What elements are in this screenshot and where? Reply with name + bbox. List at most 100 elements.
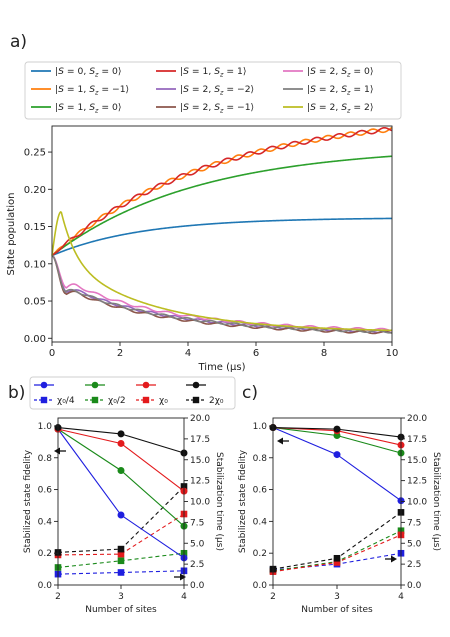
x-tick-label: 4 <box>398 592 404 602</box>
y2-tick-label: 7.5 <box>190 518 204 528</box>
chart-b: 2 3 40.00.20.40.60.81.00.02.55.07.510.012.… <box>23 414 224 615</box>
left-axis-arrowhead <box>277 437 283 445</box>
chart-c: 2 3 40.00.20.40.60.81.00.02.55.07.510.012.… <box>238 414 441 615</box>
time-marker <box>333 559 341 566</box>
y2-tick-label: 10.0 <box>407 498 427 508</box>
y-tick-label: 1.0 <box>253 422 268 432</box>
x-tick-label: 2 <box>117 348 123 359</box>
legend-label: χ₀ <box>159 396 168 406</box>
time-line-3 <box>57 486 185 553</box>
fidelity-marker <box>117 511 125 519</box>
panel-label-b: b) <box>8 383 25 403</box>
fidelity-line-2 <box>57 428 185 492</box>
legend-label: |S = 0, Sz = 0⟩ <box>55 66 121 79</box>
y2-tick-label: 17.5 <box>407 435 427 445</box>
legend-time-marker <box>142 396 150 404</box>
y2-tick-label: 17.5 <box>190 435 210 445</box>
time-marker <box>117 569 125 576</box>
y-tick-label: 0.8 <box>38 454 53 464</box>
series-line-2 <box>51 155 393 257</box>
y2-tick-label: 15.0 <box>407 456 427 466</box>
legend-label: |S = 2, Sz = −1⟩ <box>180 102 254 115</box>
y-axis-label: State population <box>6 193 17 276</box>
series-line-8 <box>51 210 393 332</box>
y-tick-label: 0.6 <box>253 486 268 496</box>
fidelity-line-0 <box>57 428 185 559</box>
y-tick-label: 0.4 <box>253 517 268 527</box>
legend-label: χ₀/2 <box>108 396 126 406</box>
panel-label-c: c) <box>242 383 258 403</box>
legend-fidelity-marker <box>192 381 200 389</box>
y2-tick-label: 0.0 <box>190 581 205 591</box>
legend-time-marker <box>91 396 99 404</box>
legend-fidelity-marker <box>142 381 150 389</box>
x-tick-label: 3 <box>118 592 124 602</box>
y2-tick-label: 12.5 <box>190 477 210 487</box>
x-axis-label: Time (μs) <box>197 362 245 373</box>
time-marker <box>117 557 125 565</box>
y2-tick-label: 0.0 <box>407 581 422 591</box>
time-marker <box>117 545 125 553</box>
y-tick-label: 0.20 <box>24 185 46 196</box>
y2-tick-label: 10.0 <box>190 498 210 508</box>
x-tick-label: 0 <box>49 348 55 359</box>
y2-tick-label: 20.0 <box>190 414 210 424</box>
x-tick-label: 4 <box>181 592 187 602</box>
series-line-0 <box>51 217 392 257</box>
y2-tick-label: 12.5 <box>407 477 427 487</box>
y-tick-label: 0.4 <box>38 517 53 527</box>
y2-tick-label: 5.0 <box>407 539 422 549</box>
legend-fidelity-marker <box>40 381 48 389</box>
x-tick-label: 8 <box>321 348 327 359</box>
x-axis-label: Number of sites <box>85 605 157 615</box>
y2-tick-label: 20.0 <box>407 414 427 424</box>
legend-label: |S = 2, Sz = 1⟩ <box>307 84 373 97</box>
y-tick-label: 1.0 <box>38 422 53 432</box>
series-line-1 <box>51 126 393 257</box>
fidelity-marker <box>117 439 125 447</box>
legend-box-b <box>29 376 236 410</box>
chart-a: 0 2 4 6 8 10 0.00 0.05 0.10 0.15 0.20 0.25 Time (μs)… <box>6 125 399 373</box>
x-tick-label: 10 <box>386 348 399 359</box>
legend-label: |S = 1, Sz = −1⟩ <box>55 84 129 97</box>
y-tick-label: 0.0 <box>38 581 53 591</box>
legend-label: |S = 2, Sz = 0⟩ <box>307 66 373 79</box>
fidelity-marker <box>333 451 341 459</box>
legend-label: |S = 1, Sz = 0⟩ <box>55 102 121 115</box>
legend-time-marker <box>192 396 200 404</box>
legend-a: |S = 0, Sz = 0⟩ |S = 1, Sz = −1⟩ |S = 1, S… <box>24 61 402 120</box>
y2-tick-label: 2.5 <box>190 560 204 570</box>
fidelity-marker <box>117 466 125 474</box>
y2-tick-label: 7.5 <box>407 518 421 528</box>
series-line-7 <box>51 254 393 334</box>
right-axis-arrowhead <box>180 573 186 581</box>
y-tick-label: 0.0 <box>253 581 268 591</box>
y-tick-label: 0.10 <box>24 259 46 270</box>
legend-label: |S = 2, Sz = −2⟩ <box>180 84 254 97</box>
plot-frame-a <box>51 125 393 343</box>
legend-fidelity-marker <box>91 381 99 389</box>
right-axis-arrowhead <box>391 555 397 563</box>
y-axis-label: Stabilized state fidelity <box>238 449 248 553</box>
y-tick-label: 0.15 <box>24 222 46 233</box>
series-line-3 <box>51 126 393 257</box>
x-tick-label: 6 <box>253 348 259 359</box>
y-axis-label: Stabilized state fidelity <box>23 449 33 553</box>
legend-label: 2χ₀ <box>209 396 224 406</box>
x-tick-label: 2 <box>270 592 276 602</box>
y2-axis-label: Stabilization time (μs) <box>431 452 441 551</box>
time-marker <box>117 550 125 558</box>
fidelity-marker <box>333 425 341 433</box>
time-marker <box>333 554 341 562</box>
x-tick-label: 2 <box>55 592 61 602</box>
left-axis-arrowhead <box>54 447 60 455</box>
panel-label-a: a) <box>10 32 27 52</box>
y2-tick-label: 2.5 <box>407 560 421 570</box>
legend-label: χ₀/4 <box>57 396 75 406</box>
y2-tick-label: 15.0 <box>190 456 210 466</box>
legend-label: |S = 2, Sz = 2⟩ <box>307 102 373 115</box>
x-tick-label: 4 <box>185 348 191 359</box>
x-tick-label: 3 <box>334 592 340 602</box>
y-tick-label: 0.2 <box>253 549 267 559</box>
